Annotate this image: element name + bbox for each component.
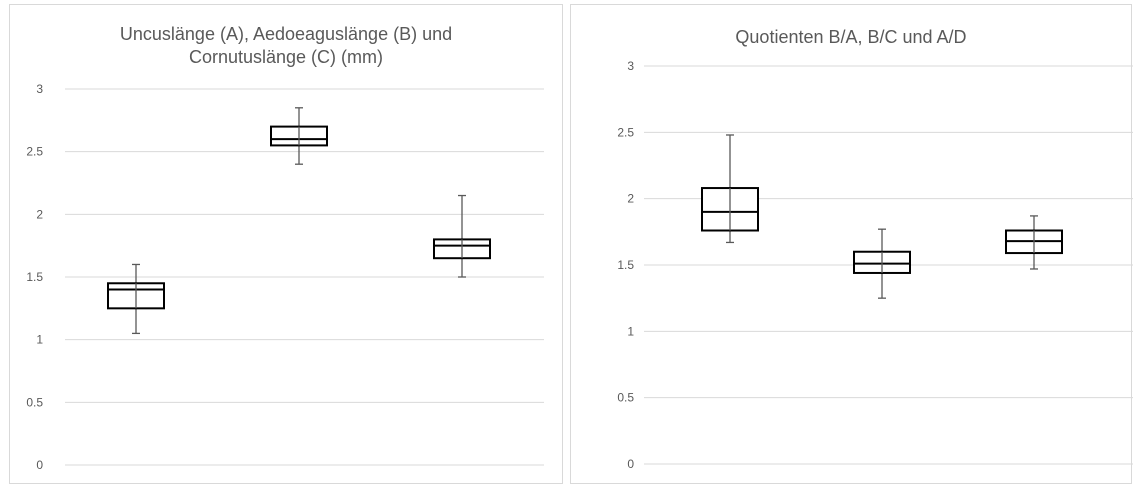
y-tick-label: 1 [36,333,43,347]
y-tick-label: 2.5 [617,125,634,139]
y-tick-label: 1.5 [26,270,43,284]
y-tick-label: 0.5 [26,395,43,409]
chart-title: Uncuslänge (A), Aedoeaguslänge (B) und C… [10,23,562,69]
boxplot-chart-right: 0 0.5 1 1.5 2 2.5 3 [617,59,1133,471]
y-tick-label: 2 [627,192,634,206]
y-tick-label: 0.5 [617,391,634,405]
y-tick-label: 0 [627,457,634,471]
y-tick-label: 2 [36,207,43,221]
y-tick-label: 1 [627,324,634,338]
boxplot-chart-left: 0 0.5 1 1.5 2 2.5 3 [26,82,544,472]
y-tick-label: 1.5 [617,258,634,272]
chart-title-line-1: Quotienten B/A, B/C und A/D [735,27,967,47]
chart-panel-right: Quotienten B/A, B/C und A/D 0 0.5 1 1.5 2 2.5… [570,4,1133,484]
chart-panel-left: Uncuslänge (A), Aedoeaguslänge (B) und C… [9,4,563,484]
chart-title: Quotienten B/A, B/C und A/D [571,26,1131,49]
y-tick-label: 0 [36,458,43,472]
y-tick-label: 2.5 [26,145,43,159]
chart-title-line-1: Uncuslänge (A), Aedoeaguslänge (B) und [119,24,453,44]
y-tick-label: 3 [36,82,43,96]
y-tick-label: 3 [627,59,634,73]
chart-title-line-2: Cornutuslänge (C) (mm) [188,47,384,67]
